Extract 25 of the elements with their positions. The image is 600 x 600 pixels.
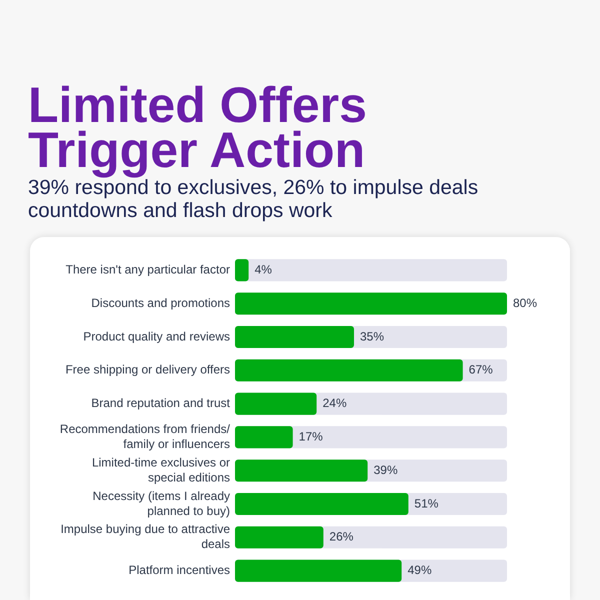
y-tick-label: Necessity (items I already planned to buy) bbox=[92, 488, 230, 518]
data-label: 26% bbox=[329, 530, 354, 544]
bar bbox=[235, 526, 324, 548]
chart-title: Limited Offers Trigger Action bbox=[28, 77, 368, 178]
y-tick-label: Product quality and reviews bbox=[83, 329, 230, 344]
data-label: 67% bbox=[468, 362, 494, 377]
data-label: 49% bbox=[408, 563, 432, 578]
data-label: 17% bbox=[298, 430, 324, 444]
y-tick-label: There isn't any particular factor bbox=[66, 262, 230, 277]
y-tick-label: Brand reputation and trust bbox=[91, 396, 231, 410]
y-tick-label: Platform incentives bbox=[128, 563, 230, 578]
y-tick-label: Limited-time exclusives or special editions bbox=[92, 455, 230, 484]
y-tick-label: Impulse buying due to attractive deals bbox=[60, 522, 230, 552]
bar bbox=[235, 426, 293, 448]
y-tick-label: Discounts and promotions bbox=[91, 296, 230, 310]
y-tick-label: Recommendations from friends/ family or influencers bbox=[60, 422, 231, 452]
data-label: 39% bbox=[374, 462, 398, 477]
data-label: 4% bbox=[254, 262, 272, 277]
data-label: 24% bbox=[322, 396, 347, 410]
data-label: 35% bbox=[360, 329, 384, 344]
data-label: 51% bbox=[414, 496, 439, 510]
bar bbox=[235, 259, 249, 282]
y-tick-label: Free shipping or delivery offers bbox=[65, 362, 230, 377]
bar bbox=[235, 392, 317, 415]
data-label: 80% bbox=[513, 296, 538, 310]
